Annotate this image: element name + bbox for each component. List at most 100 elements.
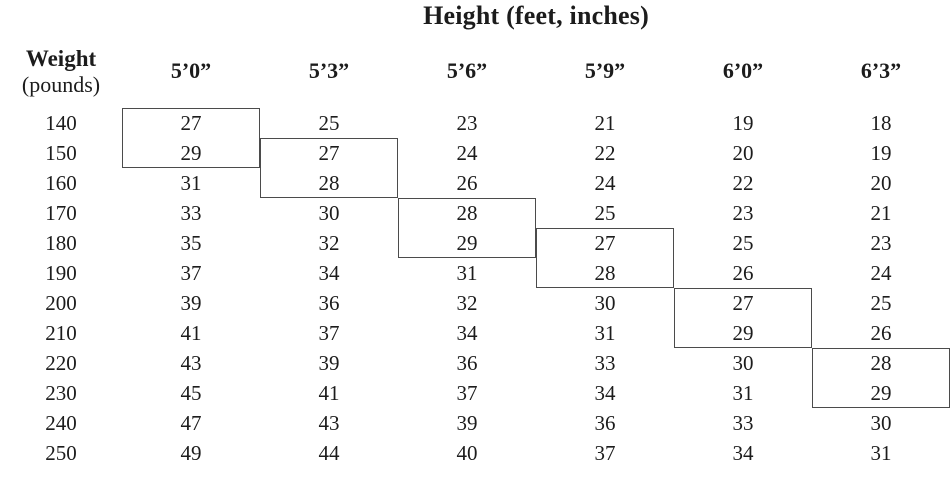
bmi-cell: 41 bbox=[180, 321, 202, 345]
weight-label: 220 bbox=[45, 351, 77, 375]
table-title: Height (feet, inches) bbox=[423, 1, 649, 30]
bmi-cell: 43 bbox=[318, 411, 340, 435]
weight-label: 160 bbox=[45, 171, 77, 195]
bmi-cell: 25 bbox=[318, 111, 340, 135]
table-row-240: 240 47 43 39 36 33 30 bbox=[0, 408, 950, 438]
weight-label: 190 bbox=[45, 261, 77, 285]
bmi-cell: 31 bbox=[594, 321, 616, 345]
bmi-cell: 29 bbox=[456, 231, 478, 255]
bmi-cell: 30 bbox=[732, 351, 754, 375]
table-row-190: 190 37 34 31 28 26 24 bbox=[0, 258, 950, 288]
table-row-210: 210 41 37 34 31 29 26 bbox=[0, 318, 950, 348]
bmi-cell: 24 bbox=[594, 171, 616, 195]
table-row-230: 230 45 41 37 34 31 29 bbox=[0, 378, 950, 408]
bmi-cell: 29 bbox=[870, 381, 892, 405]
bmi-cell: 28 bbox=[318, 171, 340, 195]
bmi-cell: 47 bbox=[180, 411, 202, 435]
bmi-cell: 23 bbox=[456, 111, 478, 135]
bmi-cell: 32 bbox=[318, 231, 340, 255]
bmi-cell: 28 bbox=[870, 351, 892, 375]
bmi-cell: 34 bbox=[732, 441, 754, 465]
column-header-4: 6’0” bbox=[722, 58, 764, 83]
weight-label: 180 bbox=[45, 231, 77, 255]
bmi-cell: 25 bbox=[732, 231, 754, 255]
bmi-cell: 40 bbox=[456, 441, 478, 465]
bmi-cell: 21 bbox=[870, 201, 892, 225]
bmi-cell: 25 bbox=[870, 291, 892, 315]
table-row-250: 250 49 44 40 37 34 31 bbox=[0, 438, 950, 468]
bmi-cell: 43 bbox=[180, 351, 202, 375]
bmi-cell: 24 bbox=[870, 261, 892, 285]
column-header-3: 5’9” bbox=[584, 58, 626, 83]
table-row-220: 220 43 39 36 33 30 28 bbox=[0, 348, 950, 378]
weight-label: 170 bbox=[45, 201, 77, 225]
bmi-cell: 37 bbox=[180, 261, 202, 285]
bmi-cell: 31 bbox=[732, 381, 754, 405]
bmi-cell: 19 bbox=[732, 111, 754, 135]
table-row-200: 200 39 36 32 30 27 25 bbox=[0, 288, 950, 318]
bmi-cell: 20 bbox=[870, 171, 892, 195]
bmi-cell: 37 bbox=[594, 441, 616, 465]
bmi-cell: 36 bbox=[318, 291, 340, 315]
column-header-0: 5’0” bbox=[170, 58, 212, 83]
bmi-cell: 27 bbox=[732, 291, 754, 315]
bmi-cell: 22 bbox=[732, 171, 754, 195]
bmi-cell: 39 bbox=[318, 351, 340, 375]
bmi-table-body: 140 27 25 23 21 19 18 150 29 27 24 22 20 19 160 31 28 26 2… bbox=[0, 108, 950, 468]
bmi-cell: 23 bbox=[870, 231, 892, 255]
bmi-cell: 20 bbox=[732, 141, 754, 165]
bmi-cell: 18 bbox=[870, 111, 892, 135]
weight-label: 140 bbox=[45, 111, 77, 135]
bmi-cell: 32 bbox=[456, 291, 478, 315]
bmi-cell: 33 bbox=[732, 411, 754, 435]
bmi-cell: 28 bbox=[456, 201, 478, 225]
bmi-cell: 36 bbox=[594, 411, 616, 435]
bmi-cell: 39 bbox=[180, 291, 202, 315]
bmi-cell: 21 bbox=[594, 111, 616, 135]
bmi-cell: 35 bbox=[180, 231, 202, 255]
weight-header-label: Weight bbox=[25, 45, 97, 71]
bmi-cell: 34 bbox=[318, 261, 340, 285]
bmi-cell: 26 bbox=[732, 261, 754, 285]
bmi-cell: 34 bbox=[456, 321, 478, 345]
bmi-cell: 30 bbox=[318, 201, 340, 225]
column-header-1: 5’3” bbox=[308, 58, 350, 83]
bmi-cell: 49 bbox=[180, 441, 202, 465]
weight-label: 200 bbox=[45, 291, 77, 315]
bmi-cell: 33 bbox=[594, 351, 616, 375]
bmi-cell: 37 bbox=[318, 321, 340, 345]
table-row-140: 140 27 25 23 21 19 18 bbox=[0, 108, 950, 138]
bmi-cell: 44 bbox=[318, 441, 340, 465]
bmi-cell: 27 bbox=[318, 141, 340, 165]
bmi-cell: 24 bbox=[456, 141, 478, 165]
weight-label: 250 bbox=[45, 441, 77, 465]
bmi-cell: 26 bbox=[870, 321, 892, 345]
bmi-cell: 27 bbox=[594, 231, 616, 255]
weight-label: 240 bbox=[45, 411, 77, 435]
weight-label: 150 bbox=[45, 141, 77, 165]
bmi-cell: 19 bbox=[870, 141, 892, 165]
bmi-cell: 29 bbox=[180, 141, 202, 165]
bmi-table: Weight (pounds) 5’0” 5’3” 5’6” 5’9” 6’0” 6’3”… bbox=[0, 34, 950, 468]
bmi-cell: 31 bbox=[870, 441, 892, 465]
bmi-cell: 34 bbox=[594, 381, 616, 405]
bmi-cell: 37 bbox=[456, 381, 478, 405]
bmi-cell: 30 bbox=[870, 411, 892, 435]
weight-label: 230 bbox=[45, 381, 77, 405]
weight-label: 210 bbox=[45, 321, 77, 345]
bmi-cell: 22 bbox=[594, 141, 616, 165]
bmi-cell: 29 bbox=[732, 321, 754, 345]
weight-column-header: Weight (pounds) bbox=[0, 34, 122, 108]
bmi-cell: 27 bbox=[180, 111, 202, 135]
bmi-cell: 26 bbox=[456, 171, 478, 195]
bmi-cell: 25 bbox=[594, 201, 616, 225]
bmi-cell: 30 bbox=[594, 291, 616, 315]
bmi-cell: 23 bbox=[732, 201, 754, 225]
bmi-cell: 31 bbox=[456, 261, 478, 285]
table-row-170: 170 33 30 28 25 23 21 bbox=[0, 198, 950, 228]
bmi-cell: 31 bbox=[180, 171, 202, 195]
table-row-180: 180 35 32 29 27 25 23 bbox=[0, 228, 950, 258]
table-row-160: 160 31 28 26 24 22 20 bbox=[0, 168, 950, 198]
table-row-150: 150 29 27 24 22 20 19 bbox=[0, 138, 950, 168]
